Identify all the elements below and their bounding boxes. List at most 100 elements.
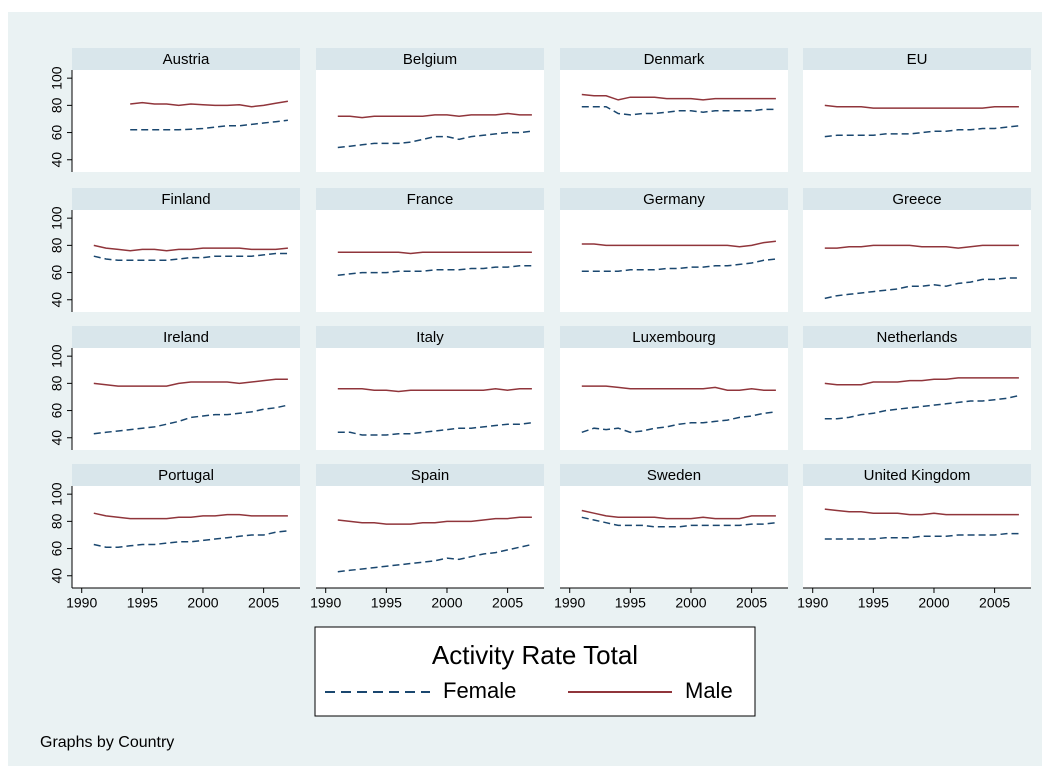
x-tick-label: 1995	[858, 595, 889, 611]
y-tick-label: 40	[49, 568, 65, 584]
y-tick-label: 60	[49, 125, 65, 141]
note: Graphs by Country	[40, 734, 174, 751]
line-male	[824, 244, 1019, 249]
panel-title: Finland	[161, 191, 210, 208]
plot-area	[803, 348, 1031, 450]
y-tick-label: 80	[49, 97, 65, 113]
y-tick-label: 60	[49, 541, 65, 557]
legend-title: Activity Rate Total	[432, 640, 638, 670]
panel-title: Greece	[892, 191, 941, 208]
y-tick-label: 40	[49, 430, 65, 446]
x-tick-label: 1990	[554, 595, 585, 611]
y-tick-label: 100	[49, 66, 65, 90]
legend-label: Male	[685, 678, 733, 703]
y-tick-label: 100	[49, 344, 65, 368]
panel-header	[803, 464, 1031, 486]
y-tick-label: 100	[49, 206, 65, 230]
panel-title: Belgium	[403, 51, 457, 68]
x-tick-label: 2000	[675, 595, 706, 611]
line-male	[93, 512, 288, 520]
panel-header	[560, 48, 788, 70]
plot-area	[72, 210, 300, 312]
plot-area	[803, 210, 1031, 312]
plot-area	[72, 70, 300, 172]
panel-header	[72, 48, 300, 70]
panel-header	[560, 326, 788, 348]
line-male	[337, 112, 532, 119]
panel-header	[803, 326, 1031, 348]
panel-title: Spain	[411, 467, 449, 484]
panel-header	[560, 188, 788, 210]
line-male	[130, 100, 289, 108]
panel-header	[316, 48, 544, 70]
line-female	[130, 119, 288, 131]
y-tick-label: 80	[49, 237, 65, 253]
x-tick-label: 1990	[310, 595, 341, 611]
line-female	[581, 516, 776, 528]
panel-title: Ireland	[163, 329, 209, 346]
plot-area	[560, 348, 788, 450]
x-tick-label: 1995	[615, 595, 646, 611]
panel-header	[803, 48, 1031, 70]
panel-title: Germany	[643, 191, 705, 208]
x-tick-label: 2000	[918, 595, 949, 611]
line-male	[824, 508, 1019, 516]
plot-area	[72, 486, 300, 588]
y-tick-label: 80	[49, 375, 65, 391]
panel-header	[316, 188, 544, 210]
panel-title: France	[407, 191, 454, 208]
line-male	[93, 244, 288, 252]
panel-title: Austria	[163, 51, 210, 68]
panel-header	[316, 464, 544, 486]
x-tick-label: 2000	[187, 595, 218, 611]
plot-area	[316, 210, 544, 312]
panel-header	[316, 326, 544, 348]
panel-title: Netherlands	[877, 329, 958, 346]
x-tick-label: 1990	[66, 595, 97, 611]
panel-title: United Kingdom	[864, 467, 971, 484]
line-male	[337, 516, 532, 525]
y-tick-label: 80	[49, 513, 65, 529]
y-tick-label: 100	[49, 482, 65, 506]
line-male	[93, 378, 288, 387]
panel-title: Luxembourg	[632, 329, 715, 346]
line-male	[581, 240, 776, 248]
plot-area	[316, 486, 544, 588]
x-tick-label: 2000	[431, 595, 462, 611]
y-tick-label: 40	[49, 292, 65, 308]
panel-title: Italy	[416, 329, 444, 346]
x-tick-label: 1995	[371, 595, 402, 611]
plot-area	[316, 348, 544, 450]
panel-header	[72, 464, 300, 486]
panel-title: EU	[907, 51, 928, 68]
plot-area	[803, 70, 1031, 172]
x-tick-label: 2005	[248, 595, 279, 611]
line-male	[337, 251, 532, 255]
line-male	[824, 377, 1019, 386]
x-tick-label: 1990	[797, 595, 828, 611]
line-male	[581, 385, 776, 391]
line-female	[581, 411, 776, 434]
plot-area	[560, 70, 788, 172]
y-tick-label: 60	[49, 265, 65, 281]
panel-header	[72, 326, 300, 348]
panel-header	[72, 188, 300, 210]
panel-title: Portugal	[158, 467, 214, 484]
line-male	[581, 93, 776, 101]
line-male	[337, 388, 532, 393]
x-tick-label: 1995	[127, 595, 158, 611]
panel-title: Denmark	[644, 51, 705, 68]
panel-title: Sweden	[647, 467, 701, 484]
legend-label: Female	[443, 678, 516, 703]
x-tick-label: 2005	[492, 595, 523, 611]
line-male	[824, 104, 1019, 109]
line-male	[581, 509, 776, 520]
plot-area	[560, 486, 788, 588]
panel-header	[560, 464, 788, 486]
x-tick-label: 2005	[979, 595, 1010, 611]
legend-box	[314, 626, 756, 717]
plot-area	[72, 348, 300, 450]
y-tick-label: 40	[49, 152, 65, 168]
line-female	[581, 105, 776, 116]
